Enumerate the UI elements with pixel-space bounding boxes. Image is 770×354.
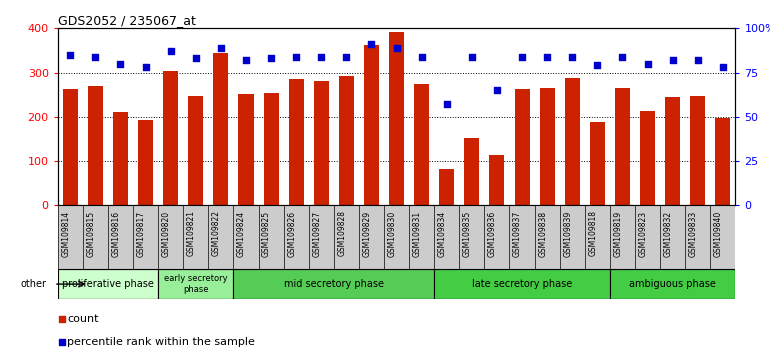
Text: GSM109819: GSM109819 (614, 210, 622, 257)
Point (189, 56, 202, 61)
Text: GSM109830: GSM109830 (387, 210, 397, 257)
Point (290, 54, 303, 59)
Bar (690, 96, 705, 205)
Point (667, 57, 679, 63)
Text: GSM109821: GSM109821 (187, 210, 196, 256)
Bar (514, 89, 530, 205)
Text: GSM109818: GSM109818 (588, 210, 598, 256)
Bar (464, 138, 480, 205)
Text: GSM109822: GSM109822 (212, 210, 221, 256)
Text: GSM109833: GSM109833 (688, 210, 698, 257)
Bar (88, 86, 103, 205)
Text: GSM109839: GSM109839 (563, 210, 572, 257)
Text: proliferative phase: proliferative phase (62, 279, 154, 289)
Point (165, 48, 177, 54)
Text: late secretory phase: late secretory phase (472, 279, 572, 289)
Point (416, 54, 428, 59)
Text: GSM109815: GSM109815 (86, 210, 95, 257)
Point (340, 54, 353, 59)
Bar (610, 269, 735, 299)
Point (365, 41, 377, 47)
Text: GSM109823: GSM109823 (638, 210, 648, 257)
Point (566, 54, 578, 59)
Bar (640, 111, 655, 205)
Text: GSM109825: GSM109825 (262, 210, 271, 257)
Bar (63, 89, 78, 205)
Text: GSM109837: GSM109837 (513, 210, 522, 257)
Bar (113, 113, 128, 205)
Text: GSM109826: GSM109826 (287, 210, 296, 257)
Text: GDS2052 / 235067_at: GDS2052 / 235067_at (58, 14, 196, 27)
Text: GSM109828: GSM109828 (337, 210, 346, 256)
Bar (58, 269, 158, 299)
Bar (590, 122, 605, 205)
Point (516, 54, 528, 59)
Point (541, 54, 554, 59)
Text: ambiguous phase: ambiguous phase (629, 279, 716, 289)
Bar (615, 88, 630, 205)
Point (616, 54, 628, 59)
Bar (540, 88, 554, 205)
Text: GSM109824: GSM109824 (237, 210, 246, 257)
Text: other: other (20, 279, 46, 289)
Point (315, 54, 327, 59)
Bar (490, 155, 504, 205)
Text: percentile rank within the sample: percentile rank within the sample (68, 337, 255, 347)
Bar (138, 120, 153, 205)
Bar (233, 269, 434, 299)
Text: GSM109820: GSM109820 (162, 210, 171, 257)
Text: mid secretory phase: mid secretory phase (284, 279, 383, 289)
Bar (665, 97, 680, 205)
Text: GSM109836: GSM109836 (488, 210, 497, 257)
Point (490, 87, 503, 93)
Point (279, 37, 291, 42)
Point (114, 61, 126, 67)
Bar (158, 269, 233, 299)
Bar (188, 96, 203, 205)
Bar (213, 53, 229, 205)
Point (717, 64, 729, 70)
Text: GSM109827: GSM109827 (313, 210, 321, 257)
Point (691, 57, 704, 63)
Point (641, 61, 654, 67)
Point (440, 102, 453, 107)
Text: GSM109834: GSM109834 (437, 210, 447, 257)
Text: GSM109831: GSM109831 (413, 210, 422, 257)
Point (390, 45, 403, 51)
Text: GSM109840: GSM109840 (714, 210, 723, 257)
Point (591, 63, 604, 68)
Point (64, 52, 76, 58)
Bar (389, 32, 404, 205)
Point (279, 249, 291, 255)
Point (215, 45, 227, 51)
Bar (434, 269, 610, 299)
Text: early secretory
phase: early secretory phase (164, 274, 228, 294)
Bar (414, 84, 429, 205)
Text: GSM109814: GSM109814 (62, 210, 70, 257)
Bar (263, 93, 279, 205)
Bar (313, 81, 329, 205)
Text: GSM109832: GSM109832 (664, 210, 673, 257)
Bar (239, 94, 253, 205)
Text: GSM109816: GSM109816 (112, 210, 120, 257)
Bar (163, 71, 178, 205)
Bar (364, 45, 379, 205)
Point (139, 64, 152, 70)
Text: GSM109829: GSM109829 (363, 210, 371, 257)
Text: GSM109838: GSM109838 (538, 210, 547, 257)
Text: count: count (68, 314, 99, 324)
Point (239, 57, 252, 63)
Bar (564, 78, 580, 205)
Text: GSM109817: GSM109817 (136, 210, 146, 257)
Text: GSM109835: GSM109835 (463, 210, 472, 257)
Bar (289, 79, 303, 205)
Bar (439, 169, 454, 205)
Bar (339, 76, 354, 205)
Point (466, 54, 478, 59)
Point (89, 54, 102, 59)
Point (265, 56, 277, 61)
Bar (715, 118, 730, 205)
